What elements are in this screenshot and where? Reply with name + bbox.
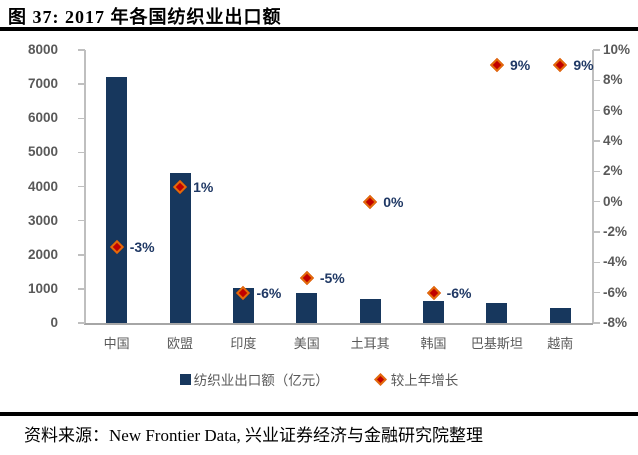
category-label-韩国: 韩国 <box>420 336 447 351</box>
left-axis-tick-label: 6000 <box>27 110 58 126</box>
legend-item-growth: 较上年增长 <box>373 369 459 389</box>
left-axis-tick <box>78 254 85 256</box>
bar-欧盟 <box>169 172 191 323</box>
left-axis-tick <box>78 288 85 290</box>
left-axis-tick-label: 0 <box>50 315 58 330</box>
footer-rule <box>0 412 638 416</box>
growth-label-欧盟: 1% <box>193 178 214 195</box>
bar-韩国 <box>423 300 445 323</box>
left-axis-tick <box>78 185 85 188</box>
left-axis-tick <box>78 83 85 85</box>
bar-中国 <box>106 77 128 323</box>
right-axis-tick <box>593 79 600 82</box>
right-axis-line <box>592 50 594 323</box>
bar-巴基斯坦 <box>486 302 508 323</box>
right-axis-tick <box>593 231 600 233</box>
left-axis-tick-label: 8000 <box>27 42 58 57</box>
legend-label-growth: 较上年增长 <box>390 373 459 388</box>
right-axis-tick <box>593 322 600 324</box>
right-axis-tick-label: 8% <box>603 72 623 88</box>
right-axis-tick-label: 4% <box>603 133 623 148</box>
category-label-欧盟: 欧盟 <box>167 336 194 351</box>
right-axis-tick <box>593 261 600 264</box>
growth-label-越南: 9% <box>573 57 594 74</box>
left-axis-tick-label: 1000 <box>27 280 58 296</box>
right-axis-tick <box>593 170 600 173</box>
right-axis-tick <box>593 200 600 203</box>
growth-label-土耳其: 0% <box>383 193 404 210</box>
right-axis-tick <box>593 109 600 112</box>
left-axis-tick <box>78 219 85 222</box>
right-axis-tick-label: -8% <box>603 315 628 330</box>
right-axis-tick-label: 10% <box>603 42 631 57</box>
bar-series-swatch-icon <box>179 373 191 385</box>
category-label-土耳其: 土耳其 <box>350 336 390 351</box>
growth-marker-美国 <box>299 270 314 285</box>
category-label-印度: 印度 <box>230 336 257 351</box>
right-axis-tick-label: -4% <box>603 254 628 270</box>
left-axis-tick-label: 5000 <box>27 144 58 160</box>
category-label-巴基斯坦: 巴基斯坦 <box>470 336 523 351</box>
left-axis-tick-label: 3000 <box>27 212 58 228</box>
growth-label-韩国: -6% <box>446 284 472 301</box>
left-axis-tick <box>78 49 85 51</box>
growth-label-中国: -3% <box>129 239 155 256</box>
left-axis-tick <box>78 117 85 119</box>
figure-title: 图 37: 2017 年各国纺织业出口额 <box>8 7 282 27</box>
chart-legend: 纺织业出口额（亿元） 较上年增长 <box>0 369 638 389</box>
right-axis-tick-label: -2% <box>603 224 628 239</box>
right-axis-tick-label: 6% <box>603 102 623 118</box>
category-label-越南: 越南 <box>547 336 574 351</box>
left-axis-tick-label: 2000 <box>27 246 58 262</box>
x-axis-line <box>84 322 593 325</box>
growth-label-巴基斯坦: 9% <box>509 57 531 74</box>
source-note: 资料来源：New Frontier Data, 兴业证券经济与金融研究院整理 <box>24 426 483 445</box>
bar-越南 <box>549 308 571 323</box>
growth-label-美国: -5% <box>319 269 345 286</box>
category-label-中国: 中国 <box>103 336 130 351</box>
right-axis-tick-label: 0% <box>603 193 623 209</box>
growth-label-印度: -6% <box>256 284 282 301</box>
right-axis-tick <box>593 49 600 51</box>
growth-marker-越南 <box>553 58 568 73</box>
right-axis-tick <box>593 291 600 294</box>
right-axis-tick-label: 2% <box>603 163 623 179</box>
bar-土耳其 <box>359 299 381 323</box>
category-label-美国: 美国 <box>293 336 320 351</box>
diamond-marker-icon <box>373 372 387 386</box>
growth-marker-韩国 <box>426 285 441 300</box>
growth-marker-土耳其 <box>363 194 378 209</box>
right-axis-tick <box>593 140 600 142</box>
left-axis-tick <box>78 151 85 154</box>
growth-marker-巴基斯坦 <box>489 58 505 73</box>
left-axis-tick-label: 7000 <box>27 76 58 92</box>
bar-美国 <box>296 293 318 323</box>
legend-item-export-value: 纺织业出口额（亿元） <box>179 369 329 389</box>
right-axis-tick-label: -6% <box>603 284 628 300</box>
bar-印度 <box>232 287 254 323</box>
left-axis-tick <box>78 322 85 324</box>
left-axis-tick-label: 4000 <box>27 178 58 194</box>
legend-label-export-value: 纺织业出口额（亿元） <box>193 373 329 388</box>
title-underline <box>0 27 638 31</box>
